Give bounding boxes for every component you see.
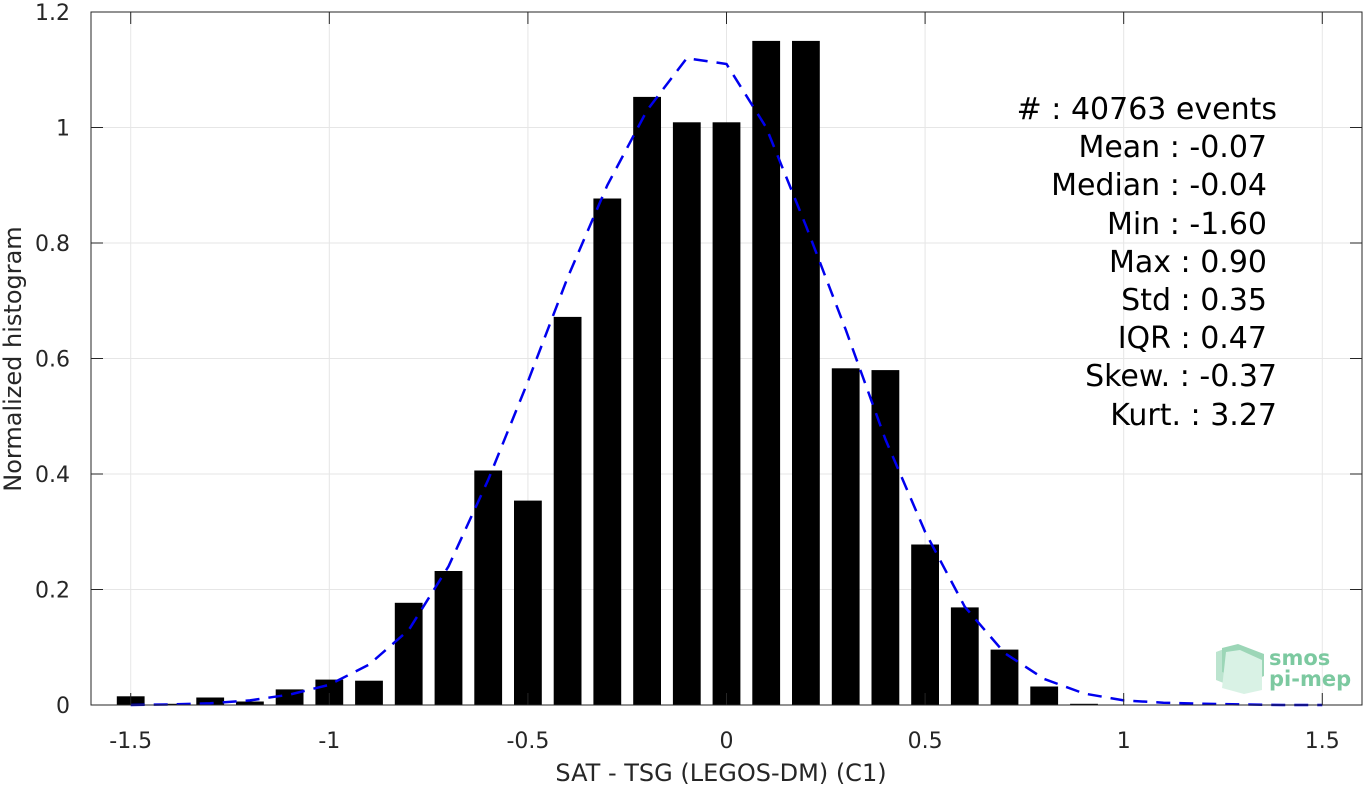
stats-line-median: Median : -0.04 <box>1051 168 1267 203</box>
x-tick-label: 0 <box>720 729 734 754</box>
y-axis-label: Normalized histogram <box>0 226 27 491</box>
y-tick-label: 0.6 <box>35 348 70 373</box>
histogram-bar <box>831 368 860 705</box>
y-tick-label: 0.4 <box>35 463 70 488</box>
axis-ticks <box>91 11 1362 706</box>
x-axis-label: SAT - TSG (LEGOS-DM) (C1) <box>555 759 886 785</box>
stats-line-iqr: IQR : 0.47 <box>1118 321 1267 356</box>
stats-line-max: Max : 0.90 <box>1109 245 1267 280</box>
logo-line-2: pi-mep <box>1269 667 1351 691</box>
stats-line-std: Std : 0.35 <box>1121 283 1267 318</box>
histogram-bar <box>792 40 820 705</box>
stats-line-mean: Mean : -0.07 <box>1078 130 1267 165</box>
x-tick-label: -1.5 <box>109 729 152 754</box>
histogram-bar <box>950 607 979 705</box>
histogram-bar <box>196 697 225 705</box>
y-tick-label: 0.8 <box>35 232 70 257</box>
histogram-bar <box>394 602 423 705</box>
smos-pimep-logo: smos pi-mep <box>1216 644 1351 694</box>
histogram-bar <box>871 370 900 705</box>
stats-line-skew: Skew. : -0.37 <box>1085 359 1277 394</box>
histogram-bar <box>355 680 383 705</box>
logo-line-1: smos <box>1269 646 1330 670</box>
histogram-bar <box>474 470 503 705</box>
stats-annotation: # : 40763 events Mean : -0.07 Median : -… <box>1017 92 1277 433</box>
x-tick-label: -0.5 <box>506 729 549 754</box>
y-tick-label: 0 <box>56 694 70 719</box>
stats-line-events: # : 40763 events <box>1017 92 1277 127</box>
histogram-bar <box>752 40 781 705</box>
x-tick-label: -1 <box>318 729 340 754</box>
histogram-bar <box>1030 686 1059 705</box>
y-tick-label: 0.2 <box>35 579 70 604</box>
histogram-bar <box>911 544 939 705</box>
histogram-bars <box>116 40 1098 706</box>
histogram-bar <box>156 703 185 705</box>
x-tick-label: 0.5 <box>908 729 943 754</box>
histogram-bar <box>672 122 701 706</box>
x-tick-label: 1 <box>1117 729 1131 754</box>
stats-line-min: Min : -1.60 <box>1107 207 1267 242</box>
histogram-bar <box>553 316 582 705</box>
histogram-bar <box>712 122 741 706</box>
histogram-bar <box>633 96 661 705</box>
logo-wave-icon <box>1216 644 1264 694</box>
x-tick-labels: -1.5 -1 -0.5 0 0.5 1 1.5 <box>109 729 1340 754</box>
histogram-bar <box>236 701 264 705</box>
y-tick-label: 1.2 <box>35 1 70 26</box>
histogram-bar <box>514 500 542 705</box>
x-tick-label: 1.5 <box>1305 729 1340 754</box>
y-tick-label: 1 <box>56 117 70 142</box>
histogram-bar <box>1070 703 1098 705</box>
histogram-bar <box>593 198 622 705</box>
histogram-bar <box>434 571 463 705</box>
stats-line-kurt: Kurt. : 3.27 <box>1110 398 1277 433</box>
y-tick-labels: 0 0.2 0.4 0.6 0.8 1 1.2 <box>35 1 70 719</box>
